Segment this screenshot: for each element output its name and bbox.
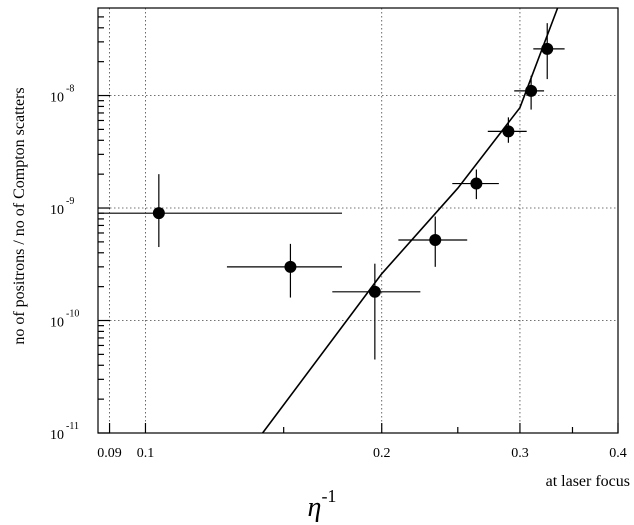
data-point-group — [398, 216, 468, 267]
data-point — [470, 177, 483, 190]
data-point-group — [332, 263, 421, 360]
data-point — [368, 285, 381, 298]
fit-line — [261, 7, 559, 434]
x-axis-note: at laser focus — [546, 473, 630, 490]
data-point — [284, 260, 297, 273]
data-point-group — [487, 117, 527, 143]
x-tick-label: 0.2 — [373, 446, 391, 461]
x-tick-label: 0.3 — [511, 446, 529, 461]
data-point-group — [514, 75, 545, 110]
data-point — [429, 233, 442, 246]
axis-ticks — [98, 16, 619, 434]
data-point — [152, 207, 165, 220]
fit-curve — [261, 7, 559, 434]
grid-lines — [98, 8, 618, 433]
y-tick-label: 10 — [50, 428, 64, 443]
y-tick-exponent: -9 — [66, 196, 74, 207]
data-point-group — [533, 23, 565, 80]
plot-frame — [97, 7, 619, 434]
x-tick-label: 0.4 — [609, 446, 627, 461]
data-point-group — [98, 174, 343, 248]
x-axis-label: η-1 — [308, 486, 337, 523]
x-axis-exponent: -1 — [321, 486, 336, 506]
data-point — [502, 125, 515, 138]
data-points — [98, 23, 565, 360]
y-tick-exponent: -8 — [66, 84, 74, 95]
data-point-group — [226, 243, 343, 298]
y-tick-label: 10 — [50, 203, 64, 218]
data-point — [541, 42, 554, 55]
y-axis-label: no of positrons / no of Compton scatters — [11, 87, 28, 344]
x-axis-symbol: η — [308, 492, 322, 523]
data-point-group — [452, 169, 499, 200]
y-tick-label: 10 — [50, 91, 64, 106]
x-tick-labels: 0.09 0.1 0.2 0.3 0.4 — [97, 446, 626, 461]
y-tick-exponent: -11 — [66, 421, 79, 432]
y-tick-label: 10 — [50, 316, 64, 331]
x-tick-label: 0.1 — [137, 446, 155, 461]
x-tick-label: 0.09 — [97, 446, 122, 461]
data-point — [525, 84, 538, 97]
y-tick-exponent: -10 — [66, 309, 79, 320]
